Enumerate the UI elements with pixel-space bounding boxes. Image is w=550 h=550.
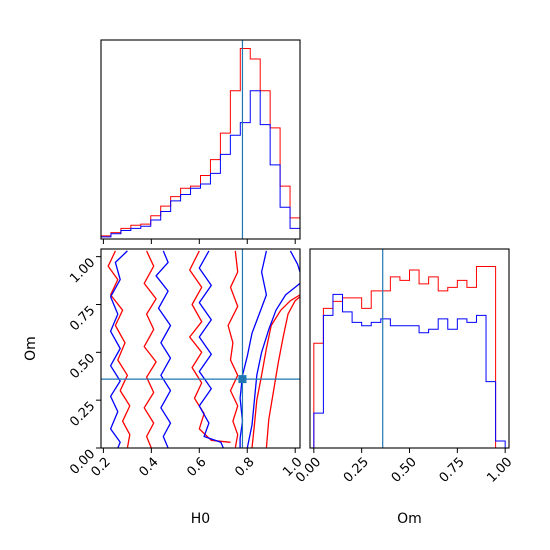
contour-line-2 [189, 250, 231, 443]
h0-hist-series-1-step [100, 90, 301, 239]
contour-lines [107, 250, 300, 448]
contour-ylabel: Om [23, 336, 39, 361]
contour-ytick-label: 1.00 [67, 255, 98, 286]
contour-frame [100, 248, 301, 449]
contour-xtick-label: 0.6 [184, 455, 209, 480]
h0-hist-series-0-step [100, 47, 301, 239]
om-hist-xtick-label: 1.00 [484, 455, 515, 486]
h0-hist-frame [100, 39, 301, 240]
contour-xtick-label: 0.8 [232, 455, 257, 480]
contour-line-5 [265, 296, 300, 448]
contour-line-1 [143, 250, 157, 448]
contour-truth-marker [238, 375, 247, 384]
contour-line-0 [107, 250, 131, 448]
om-hist-xtick-label: 0.75 [437, 455, 468, 486]
contour-line-7 [155, 250, 172, 448]
contour-ytick-label: 0.25 [67, 399, 98, 430]
contour-line-11 [289, 250, 300, 273]
contour-line-3 [227, 250, 239, 448]
contour-ytick-label: 0.50 [67, 351, 98, 382]
contour-line-4 [251, 294, 300, 448]
contour-line-10 [246, 282, 300, 448]
contour-line-6 [109, 250, 128, 448]
om-xlabel: Om [397, 511, 422, 527]
om-hist-series-0-step [313, 265, 506, 449]
contour-xtick-label: 0.4 [136, 455, 161, 480]
om-hist-series-1-step [313, 293, 506, 448]
contour-xlabel: H0 [191, 511, 210, 527]
contour-line-8 [198, 250, 224, 448]
om-hist-xtick-label: 0.25 [341, 455, 372, 486]
om-hist-frame [309, 248, 510, 449]
contour-ytick-label: 0.75 [67, 303, 98, 334]
h0-histogram-panel [100, 39, 301, 244]
om-hist-xtick-label: 0.50 [389, 455, 420, 486]
contour-line-9 [239, 250, 268, 448]
